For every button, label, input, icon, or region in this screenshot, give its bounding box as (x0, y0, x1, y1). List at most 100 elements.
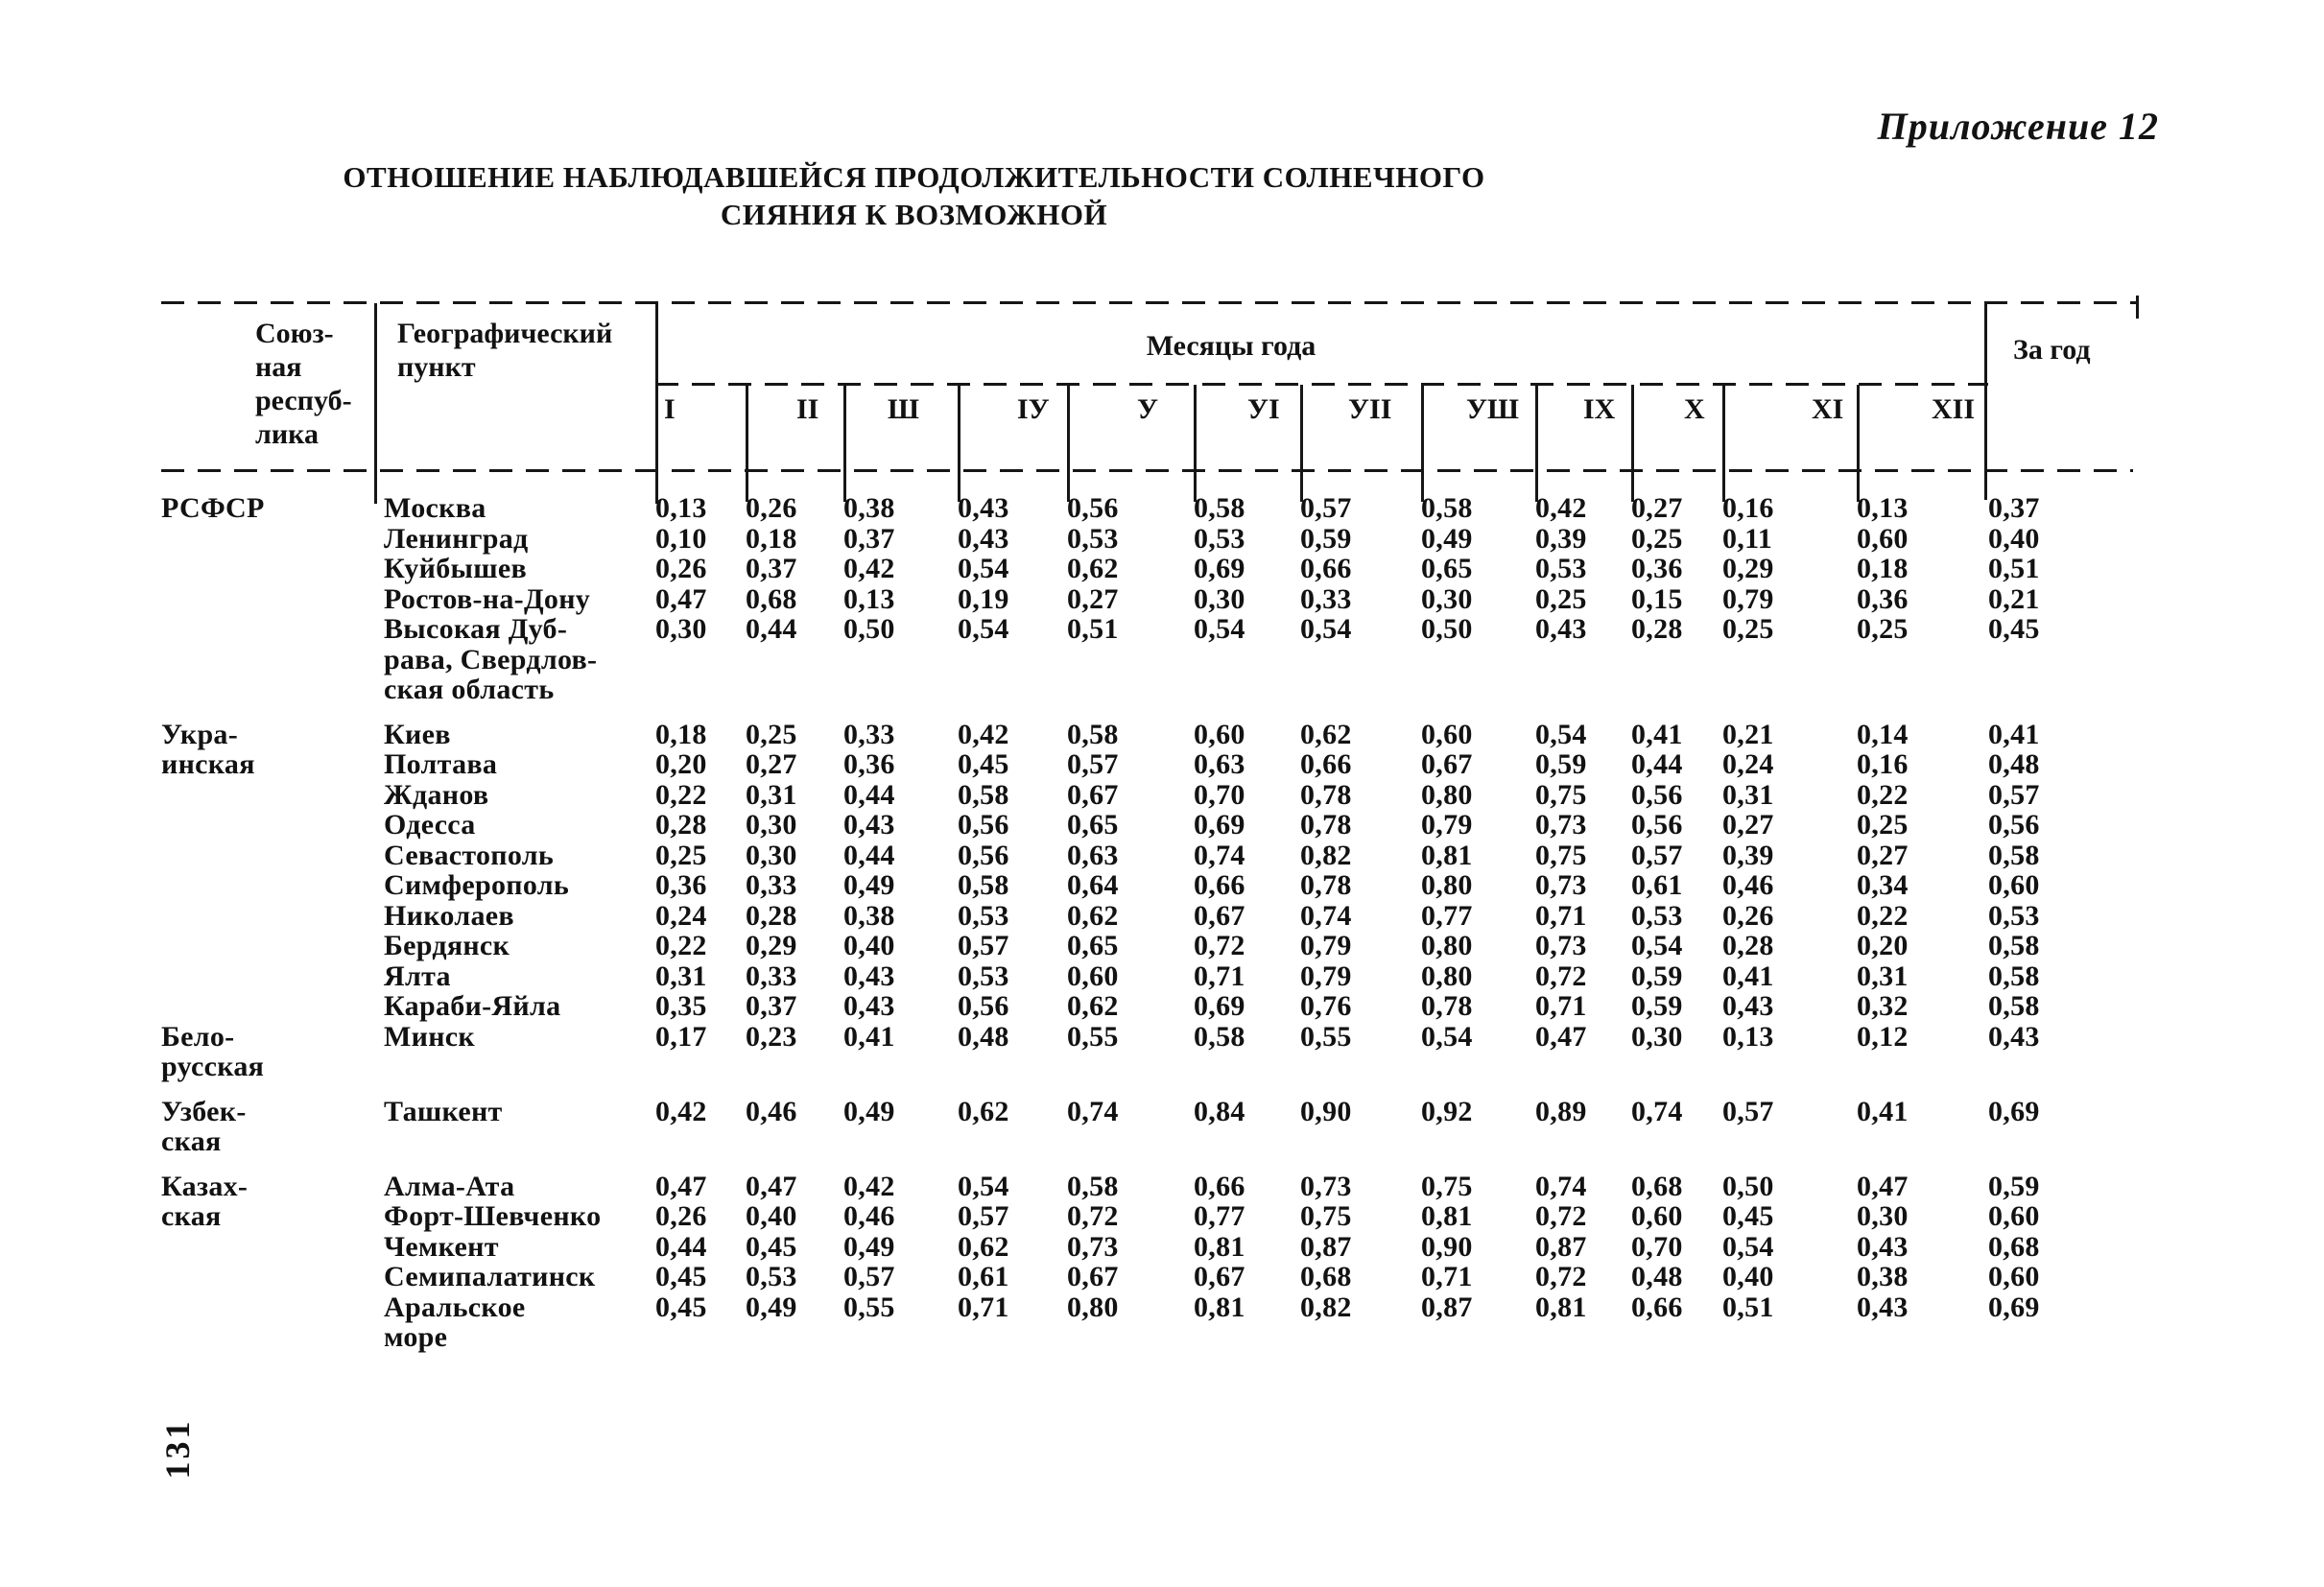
month-value-cell: 0,77 (1421, 899, 1473, 932)
month-column-divider (1421, 385, 1424, 502)
month-value-cell: 0,46 (843, 1200, 895, 1232)
month-value-cell: 0,24 (655, 899, 707, 932)
month-value-cell: 0,44 (655, 1230, 707, 1263)
month-value-cell: 0,54 (1722, 1230, 1774, 1263)
month-value-cell: 0,54 (1631, 930, 1683, 961)
month-value-cell: 0,16 (1857, 748, 1909, 780)
table-row: Бердянск 0,22 0,29 0,40 0,57 0,65 0,72 0,79 0,80… (161, 931, 2149, 961)
month-value-cell: 0,49 (843, 869, 895, 901)
month-value-cell: 0,44 (746, 613, 797, 645)
month-value-cell: 0,62 (1067, 553, 1119, 584)
republic-column-divider (374, 303, 377, 504)
month-value-cell: 0,55 (1300, 1020, 1352, 1053)
month-value-cell: 0,30 (1421, 582, 1473, 615)
month-value-cell: 0,75 (1421, 1170, 1473, 1202)
month-value-cell: 0,90 (1300, 1095, 1352, 1127)
month-value-cell: 0,33 (843, 718, 895, 750)
month-column-divider (958, 385, 960, 502)
month-value-cell: 0,62 (958, 1230, 1009, 1263)
point-cell: Семипалатинск (384, 1261, 596, 1292)
month-value-cell: 0,67 (1067, 1261, 1119, 1292)
point-cell: Севастополь (384, 839, 555, 871)
month-column-divider (1631, 385, 1634, 502)
month-value-cell: 0,68 (1300, 1261, 1352, 1292)
year-value-cell: 0,69 (1988, 1291, 2040, 1323)
month-value-cell: 0,43 (1535, 613, 1587, 645)
month-value-cell: 0,39 (1535, 522, 1587, 555)
month-value-cell: 0,70 (1631, 1230, 1683, 1263)
month-value-cell: 0,66 (1194, 869, 1245, 901)
point-cell: Полтава (384, 748, 498, 780)
month-value-cell: 0,66 (1300, 748, 1352, 780)
month-value-cell: 0,10 (655, 522, 707, 555)
month-value-cell: 0,56 (958, 809, 1009, 841)
month-value-cell: 0,41 (843, 1020, 895, 1053)
month-value-cell: 0,59 (1631, 990, 1683, 1022)
month-value-cell: 0,13 (843, 582, 895, 615)
month-value-cell: 0,14 (1857, 718, 1909, 750)
month-value-cell: 0,87 (1300, 1230, 1352, 1263)
month-col-header: X (1684, 393, 1705, 425)
month-value-cell: 0,49 (1421, 522, 1473, 555)
month-value-cell: 0,71 (1535, 899, 1587, 932)
month-value-cell: 0,13 (1722, 1020, 1774, 1053)
point-cell: Аральское море (384, 1291, 526, 1353)
republic-cell: Укра- инская (161, 718, 255, 780)
month-value-cell: 0,49 (843, 1095, 895, 1127)
month-value-cell: 0,59 (1300, 522, 1352, 555)
month-value-cell: 0,25 (1631, 522, 1683, 555)
month-value-cell: 0,58 (1421, 492, 1473, 524)
month-value-cell: 0,25 (1722, 613, 1774, 645)
month-value-cell: 0,50 (1722, 1170, 1774, 1202)
month-col-header: УШ (1466, 393, 1519, 425)
month-value-cell: 0,47 (1857, 1170, 1909, 1202)
year-value-cell: 0,58 (1988, 839, 2040, 871)
month-value-cell: 0,80 (1067, 1291, 1119, 1323)
month-value-cell: 0,71 (1535, 990, 1587, 1022)
month-value-cell: 0,54 (958, 613, 1009, 645)
month-value-cell: 0,79 (1722, 582, 1774, 615)
month-value-cell: 0,42 (843, 553, 895, 584)
month-value-cell: 0,50 (1421, 613, 1473, 645)
month-column-divider (1535, 385, 1538, 502)
month-value-cell: 0,27 (1722, 809, 1774, 841)
month-value-cell: 0,79 (1300, 930, 1352, 961)
month-value-cell: 0,15 (1631, 582, 1683, 615)
month-value-cell: 0,80 (1421, 959, 1473, 992)
month-value-cell: 0,12 (1857, 1020, 1909, 1053)
month-value-cell: 0,42 (843, 1170, 895, 1202)
month-value-cell: 0,25 (746, 718, 797, 750)
month-value-cell: 0,78 (1421, 990, 1473, 1022)
month-value-cell: 0,20 (1857, 930, 1909, 961)
table-row: Аральское море 0,45 0,49 0,55 0,71 0,80 0,81 0,… (161, 1291, 2149, 1353)
month-value-cell: 0,16 (1722, 492, 1774, 524)
month-value-cell: 0,66 (1631, 1291, 1683, 1323)
month-value-cell: 0,65 (1067, 930, 1119, 961)
month-value-cell: 0,56 (958, 990, 1009, 1022)
month-col-header: IУ (1017, 393, 1050, 425)
page-title: ОТНОШЕНИЕ НАБЛЮДАВШЕЙСЯ ПРОДОЛЖИТЕЛЬНОСТ… (163, 158, 1665, 233)
point-cell: Алма-Ата (384, 1170, 515, 1202)
appendix-label: Приложение 12 (1877, 105, 2159, 148)
month-value-cell: 0,62 (1067, 899, 1119, 932)
table-row: Чемкент 0,44 0,45 0,49 0,62 0,73 0,81 0,87 0,90 0… (161, 1230, 2149, 1263)
month-value-cell: 0,63 (1194, 748, 1245, 780)
month-value-cell: 0,76 (1300, 990, 1352, 1022)
month-value-cell: 0,71 (958, 1291, 1009, 1323)
month-value-cell: 0,31 (746, 778, 797, 811)
month-value-cell: 0,30 (1194, 582, 1245, 615)
point-cell: Ленинград (384, 522, 529, 555)
month-value-cell: 0,40 (746, 1200, 797, 1232)
point-cell: Куйбышев (384, 553, 527, 584)
month-value-cell: 0,22 (655, 930, 707, 961)
table-row: Укра- инская Киев 0,18 0,25 0,33 0,42 0,58 0,60… (161, 705, 2149, 779)
month-value-cell: 0,56 (1631, 778, 1683, 811)
month-value-cell: 0,46 (1722, 869, 1774, 901)
month-value-cell: 0,66 (1194, 1170, 1245, 1202)
point-cell: Жданов (384, 778, 489, 811)
month-value-cell: 0,73 (1067, 1230, 1119, 1263)
month-value-cell: 0,74 (1067, 1095, 1119, 1127)
month-value-cell: 0,60 (1067, 959, 1119, 992)
month-value-cell: 0,40 (1722, 1261, 1774, 1292)
